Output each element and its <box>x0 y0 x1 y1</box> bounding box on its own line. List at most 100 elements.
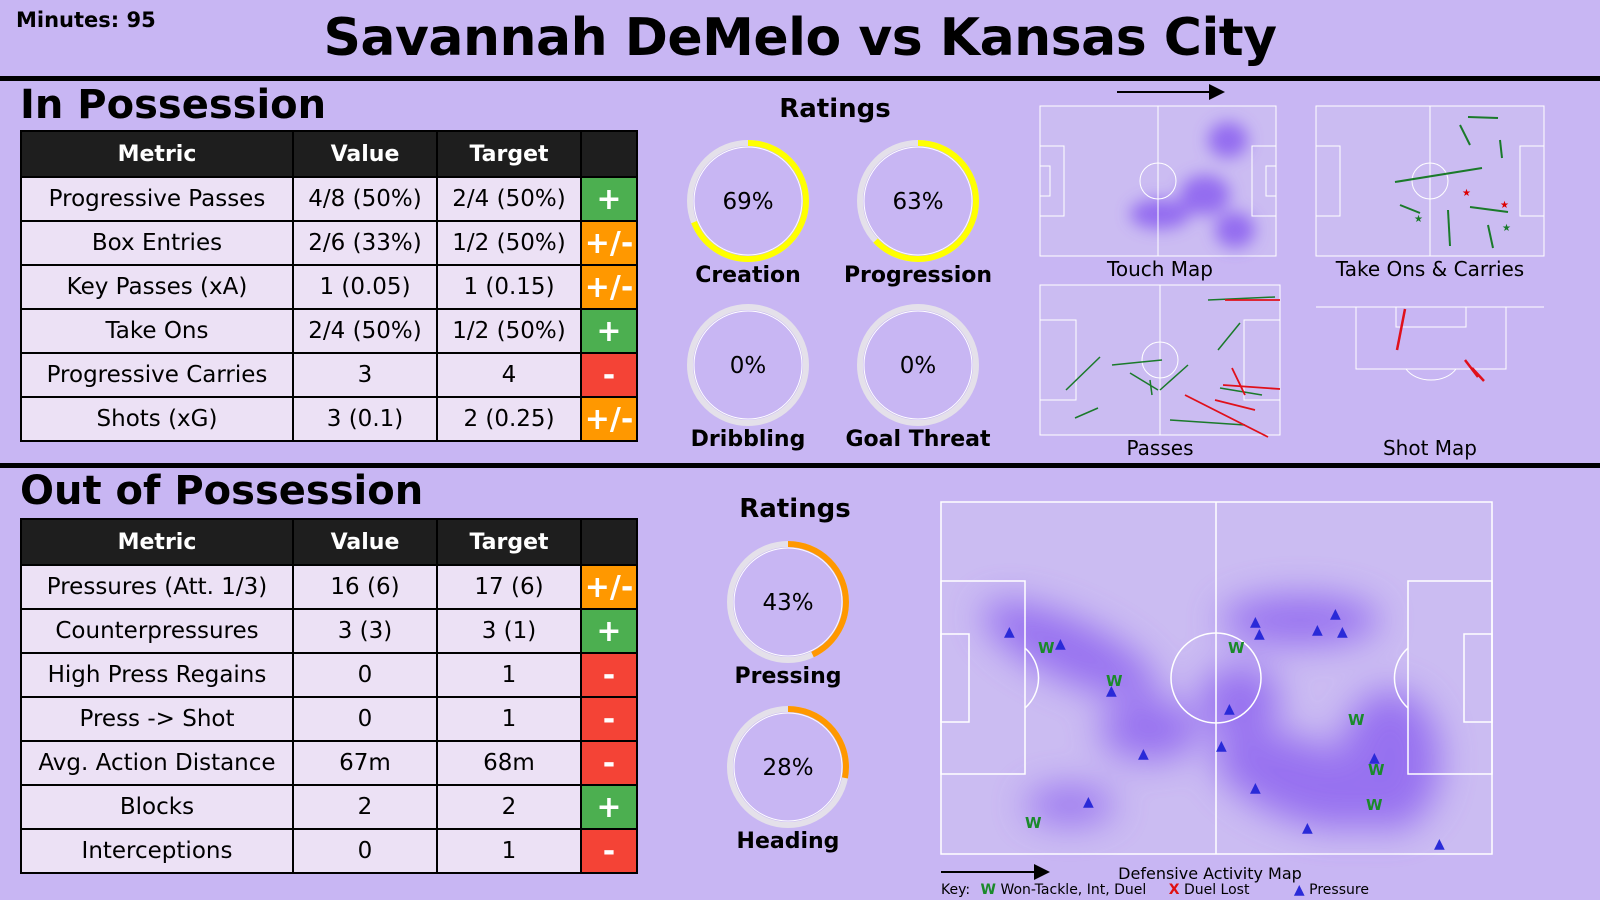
pressure-markers: ▲▲▲ ▲▲▲ ▲▲▲ ▲▲▲ ▲▲▲ ▲ <box>1004 606 1445 852</box>
cell-value: 67m <box>292 740 438 786</box>
cell-target: 1/2 (50%) <box>436 220 582 266</box>
cell-metric: Shots (xG) <box>20 396 294 442</box>
take-ons-label: Take Ons & Carries <box>1335 257 1525 281</box>
def-map-title: Defensive Activity Map <box>1118 864 1302 883</box>
cell-value: 2/4 (50%) <box>292 308 438 354</box>
page-title: Savannah DeMelo vs Kansas City <box>323 8 1277 68</box>
passes-pitch <box>1039 284 1281 438</box>
cell-target: 1 <box>436 652 582 698</box>
divider-top <box>0 76 1600 81</box>
cell-value: 2 <box>292 784 438 830</box>
svg-text:★: ★ <box>1500 200 1509 211</box>
cell-flag: - <box>580 696 638 742</box>
svg-text:▲: ▲ <box>1224 701 1235 717</box>
svg-text:W: W <box>1106 672 1123 690</box>
cell-value: 3 <box>292 352 438 398</box>
col-value: Value <box>292 518 438 566</box>
gauge-value: 0% <box>730 353 767 379</box>
table-row: Blocks 2 2 + <box>20 784 638 830</box>
touch-heat <box>1130 122 1255 248</box>
table-row: Take Ons 2/4 (50%) 1/2 (50%) + <box>20 308 638 354</box>
cell-metric: Progressive Carries <box>20 352 294 398</box>
cell-flag: - <box>580 828 638 874</box>
cell-target: 1 <box>436 828 582 874</box>
svg-text:W: W <box>1038 639 1055 657</box>
gauge-inner-ring <box>693 310 803 420</box>
gauge-dribbling: 0% <box>687 304 809 426</box>
svg-text:▲: ▲ <box>1434 836 1445 852</box>
passes-label: Passes <box>1126 436 1194 460</box>
out-possession-table: Metric Value Target Pressures (Att. 1/3)… <box>20 518 638 874</box>
table-row: Progressive Carries 3 4- <box>20 352 638 398</box>
gauge-label: Pressing <box>734 664 842 689</box>
gauge-inner-ring <box>693 146 803 256</box>
gauge-inner-ring <box>733 712 843 822</box>
cell-flag: +/- <box>580 220 638 266</box>
cell-metric: Blocks <box>20 784 294 830</box>
in-possession-table: Metric Value Target Progressive Passes 4/… <box>20 130 638 442</box>
cell-value: 0 <box>292 652 438 698</box>
svg-text:W: W <box>1366 796 1383 814</box>
cell-metric: Counterpressures <box>20 608 294 654</box>
svg-text:▲: ▲ <box>1083 794 1094 810</box>
in-possession-title: In Possession <box>20 82 327 128</box>
gauge-arc <box>857 140 979 262</box>
gauge-value: 69% <box>722 189 773 215</box>
svg-text:▲: ▲ <box>1004 624 1015 640</box>
svg-text:▲: ▲ <box>1369 750 1380 766</box>
cell-metric: Take Ons <box>20 308 294 354</box>
svg-text:▲: ▲ <box>1106 683 1117 699</box>
cell-value: 0 <box>292 828 438 874</box>
divider-middle <box>0 463 1600 468</box>
svg-text:▲: ▲ <box>1250 614 1261 630</box>
cell-metric: Pressures (Att. 1/3) <box>20 564 294 610</box>
cell-flag: + <box>580 176 638 222</box>
gauge-inner-ring <box>863 146 973 256</box>
gauge-goal-threat: 0% <box>857 304 979 426</box>
touch-map-label: Touch Map <box>1107 257 1213 281</box>
cell-value: 1 (0.05) <box>292 264 438 310</box>
cell-target: 2 <box>436 784 582 830</box>
table-row: Progressive Passes 4/8 (50%) 2/4 (50%) + <box>20 176 638 222</box>
gauge-label: Heading <box>736 829 840 854</box>
gauge-pressing: 43% <box>727 541 849 663</box>
out-possession-title: Out of Possession <box>20 468 424 514</box>
cell-metric: High Press Regains <box>20 652 294 698</box>
col-metric: Metric <box>20 518 294 566</box>
cell-value: 0 <box>292 696 438 742</box>
cell-flag: + <box>580 784 638 830</box>
table-row: Counterpressures 3 (3) 3 (1) + <box>20 608 638 654</box>
svg-text:★: ★ <box>1414 214 1423 225</box>
gauge-value: 43% <box>762 590 813 616</box>
defensive-heat <box>982 595 1440 830</box>
shot-map-pitch <box>1316 306 1544 382</box>
key-lost-symbol: X <box>1168 882 1180 898</box>
col-value: Value <box>292 130 438 178</box>
take-ons-pitch: ★ ★ ★ ★ <box>1315 105 1545 257</box>
cell-value: 3 (3) <box>292 608 438 654</box>
won-markers: WWW WWW W <box>1025 639 1385 832</box>
gauge-arc <box>727 706 849 828</box>
gauge-value: 28% <box>762 755 813 781</box>
gauge-inner-ring <box>733 547 843 657</box>
cell-target: 2/4 (50%) <box>436 176 582 222</box>
gauge-arc <box>727 541 849 663</box>
cell-metric: Press -> Shot <box>20 696 294 742</box>
svg-text:▲: ▲ <box>1138 746 1149 762</box>
svg-text:▲: ▲ <box>1337 624 1348 640</box>
cell-metric: Progressive Passes <box>20 176 294 222</box>
svg-text:★: ★ <box>1462 188 1471 199</box>
gauge-creation: 69% <box>687 140 809 262</box>
col-flag <box>580 518 638 566</box>
gauge-value: 0% <box>900 353 937 379</box>
cell-target: 1 <box>436 696 582 742</box>
table-row: Press -> Shot 0 1- <box>20 696 638 742</box>
svg-text:W: W <box>1348 711 1365 729</box>
table-row: Pressures (Att. 1/3) 16 (6) 17 (6) +/- <box>20 564 638 610</box>
col-target: Target <box>436 518 582 566</box>
gauge-label: Creation <box>695 263 801 288</box>
ip-maps: ★ ★ ★ ★ <box>1039 84 1545 438</box>
gauge-track <box>687 304 809 426</box>
def-map-key: Key: W Won-Tackle, Int, Duel X Duel Lost… <box>941 882 1369 898</box>
